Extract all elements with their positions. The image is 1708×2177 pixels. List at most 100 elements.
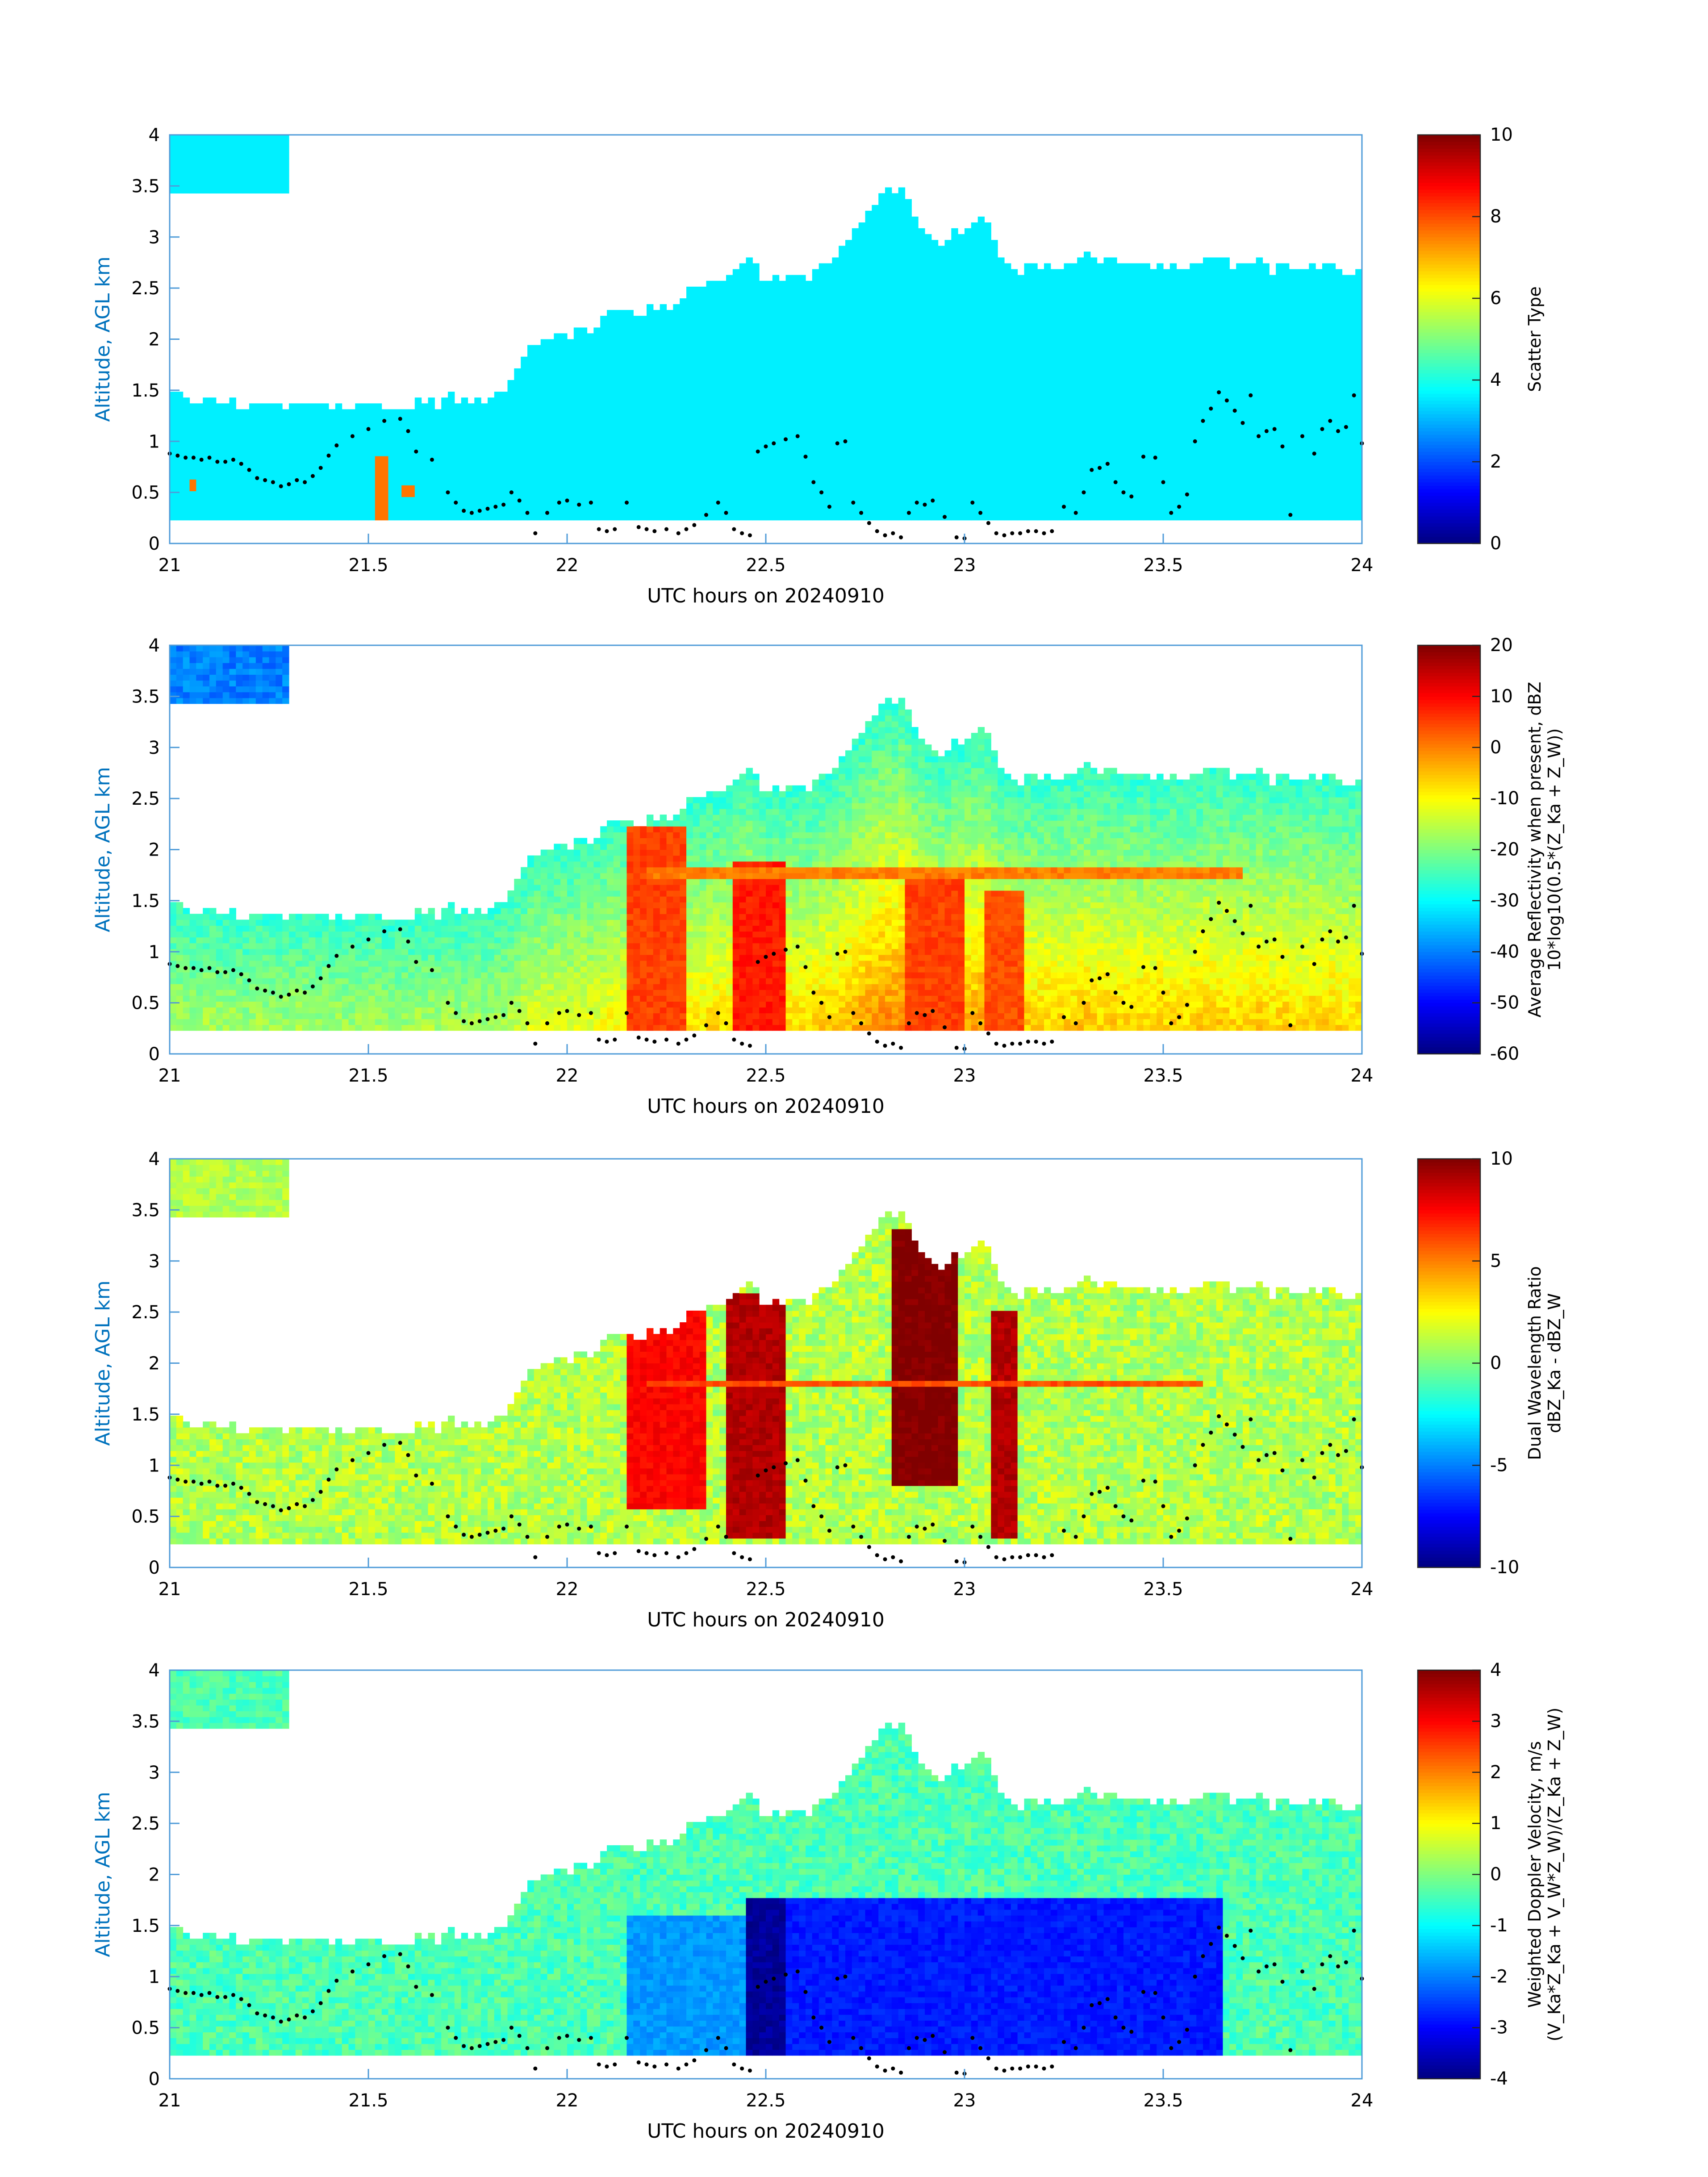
heat-cell (680, 514, 686, 521)
heat-cell (792, 403, 799, 409)
heat-cell (223, 439, 230, 445)
heat-cell (686, 380, 693, 386)
heat-cell (620, 357, 627, 363)
heat-cell (455, 433, 461, 439)
heat-cell (554, 444, 560, 451)
heat-cell (282, 409, 289, 415)
heat-cell (647, 386, 653, 392)
heat-cell (667, 456, 673, 462)
heat-cell (799, 281, 806, 287)
heat-cell (773, 316, 779, 322)
heat-cell (541, 363, 547, 369)
heat-cell (633, 503, 640, 509)
heat-cell (401, 485, 408, 491)
heat-cell (627, 509, 634, 515)
heat-cell (388, 468, 395, 474)
heat-cell (865, 374, 872, 380)
heat-cell (713, 415, 719, 421)
heat-cell (395, 503, 401, 509)
heat-cell (541, 374, 547, 380)
heat-cell (488, 421, 494, 427)
heat-cell (428, 485, 435, 491)
heat-cell (733, 322, 739, 328)
heat-cell (640, 403, 647, 409)
heat-cell (660, 456, 667, 462)
heat-cell (786, 287, 793, 293)
heat-cell (461, 479, 468, 485)
heat-cell (693, 462, 700, 468)
heat-cell (878, 491, 885, 497)
heat-cell (249, 456, 256, 462)
heat-cell (832, 433, 839, 439)
heat-cell (560, 491, 567, 497)
heat-cell (693, 479, 700, 485)
heat-cell (839, 421, 845, 427)
heat-cell (739, 345, 746, 351)
heat-cell (719, 368, 726, 375)
heat-cell (700, 327, 706, 334)
heat-cell (700, 392, 706, 398)
heat-cell (593, 409, 600, 415)
heat-cell (739, 386, 746, 392)
heat-cell (779, 468, 786, 474)
heat-cell (448, 509, 455, 515)
heat-cell (527, 351, 534, 357)
heat-cell (382, 479, 388, 485)
heat-cell (779, 351, 786, 357)
heat-cell (388, 433, 395, 439)
heat-cell (693, 456, 700, 462)
heat-cell (355, 439, 362, 445)
heat-cell (700, 380, 706, 386)
heat-cell (309, 439, 316, 445)
heat-cell (488, 427, 494, 433)
heat-cell (600, 339, 607, 346)
heat-cell (521, 462, 527, 468)
heat-cell (852, 485, 859, 491)
heat-cell (845, 269, 852, 276)
heat-cell (786, 479, 793, 485)
heat-cell (223, 427, 230, 433)
heat-cell (839, 322, 845, 328)
heat-cell (176, 433, 183, 439)
heat-cell (514, 368, 521, 375)
heat-cell (839, 269, 845, 276)
heat-cell (620, 421, 627, 427)
heat-cell (176, 509, 183, 515)
heat-cell (865, 403, 872, 409)
heat-cell (865, 333, 872, 339)
heat-cell (434, 415, 441, 421)
heat-cell (739, 263, 746, 270)
heat-cell (865, 217, 872, 223)
heat-cell (216, 497, 223, 503)
heat-cell (647, 368, 653, 375)
heat-cell (382, 473, 388, 480)
heat-cell (865, 444, 872, 451)
heat-cell (713, 421, 719, 427)
heat-cell (726, 397, 733, 404)
heat-cell (276, 497, 282, 503)
heat-cell (554, 345, 560, 351)
heat-cell (673, 433, 680, 439)
heat-cell (812, 514, 819, 521)
heat-cell (322, 479, 329, 485)
heat-cell (653, 450, 660, 456)
heat-cell (620, 473, 627, 480)
heat-cell (633, 322, 640, 328)
heat-cell (872, 363, 878, 369)
heat-cell (401, 433, 408, 439)
heat-cell (534, 444, 541, 451)
heat-cell (786, 386, 793, 392)
heat-cell (733, 304, 739, 310)
heat-cell (865, 228, 872, 234)
heat-cell (190, 427, 196, 433)
heat-cell (865, 322, 872, 328)
heat-cell (428, 462, 435, 468)
heat-cell (521, 386, 527, 392)
heat-cell (746, 374, 753, 380)
heat-cell (713, 439, 719, 445)
heat-cell (746, 287, 753, 293)
heat-cell (415, 509, 422, 515)
heat-cell (382, 491, 388, 497)
heat-cell (593, 397, 600, 404)
heat-cell (852, 380, 859, 386)
